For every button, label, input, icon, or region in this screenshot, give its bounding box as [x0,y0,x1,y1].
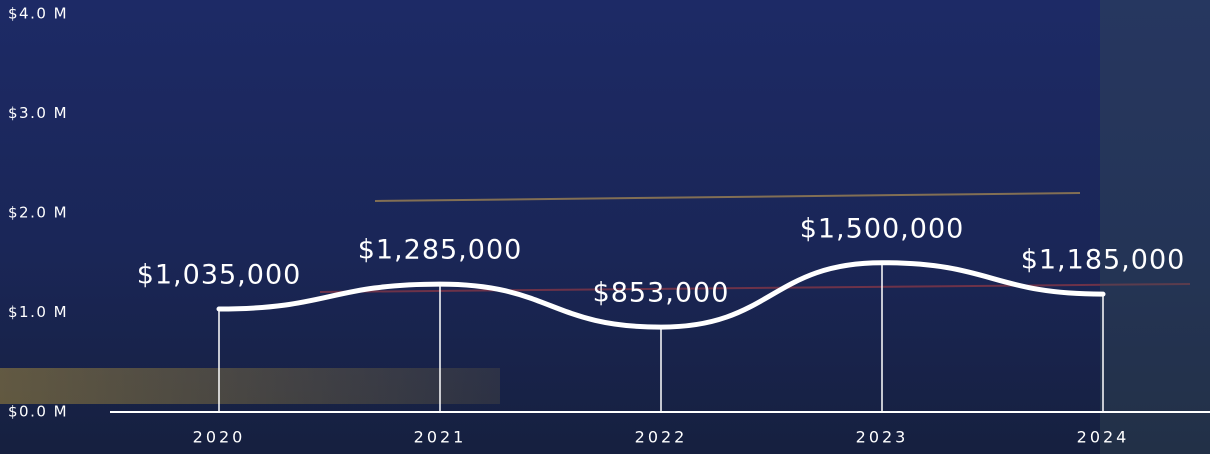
x-tick-label: 2024 [1077,428,1130,447]
y-tick-label: $3.0 M [8,104,68,122]
x-tick-label: 2020 [193,428,246,447]
data-label: $1,285,000 [358,235,523,266]
data-label: $1,185,000 [1021,245,1186,276]
data-label: $853,000 [593,278,730,309]
background-tree [1100,0,1210,454]
background-streak [0,368,500,404]
x-tick-label: 2021 [414,428,467,447]
background-streak [374,192,1081,202]
data-label: $1,500,000 [800,213,965,244]
data-label: $1,035,000 [137,260,302,291]
y-tick-label: $1.0 M [8,303,68,321]
background-streak [319,283,1191,293]
y-tick-label: $0.0 M [8,403,68,421]
y-tick-label: $2.0 M [8,204,68,222]
y-tick-label: $4.0 M [8,5,68,23]
x-tick-label: 2022 [635,428,688,447]
plot: $0.0 M $1.0 M $2.0 M $3.0 M $4.0 M 2020 2021 20… [8,5,1210,447]
line-series [216,260,1106,330]
x-tick-label: 2023 [856,428,909,447]
